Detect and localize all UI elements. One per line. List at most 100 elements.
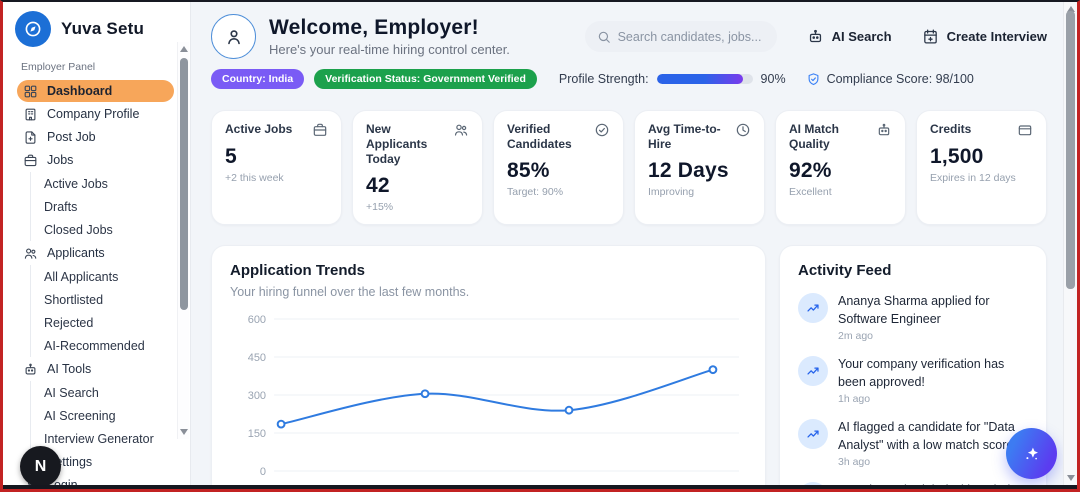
stat-sublabel: Expires in 12 days (930, 172, 1016, 184)
sidebar-item-label: Dashboard (47, 84, 113, 98)
sidebar-scrollbar-thumb[interactable] (180, 58, 188, 310)
sidebar-item-label: AI Tools (47, 362, 92, 376)
sidebar-item-label: Login (47, 478, 78, 489)
create-interview-label: Create Interview (946, 29, 1047, 44)
stat-sublabel: +2 this week (225, 172, 284, 184)
sidebar-subitem-ai-search[interactable]: AI Search (31, 381, 174, 404)
stat-value: 42 (366, 174, 390, 197)
main-scrollbar[interactable] (1063, 2, 1077, 485)
sidebar-section-label: Employer Panel (21, 61, 96, 73)
sidebar-item-post-job[interactable]: Post Job (17, 126, 174, 148)
page-header: Welcome, Employer! Here's your real-time… (211, 14, 1047, 59)
activity-text: Your company verification has been appro… (838, 357, 1005, 389)
sidebar-item-jobs[interactable]: Jobs (17, 149, 174, 171)
stat-value: 1,500 (930, 145, 984, 168)
activity-feed-card: Activity Feed Ananya Sharma applied for … (779, 245, 1047, 489)
svg-text:0: 0 (260, 466, 266, 478)
activity-timestamp: 1h ago (838, 393, 871, 405)
stat-sublabel: Excellent (789, 186, 832, 198)
sidebar-item-label: Company Profile (47, 107, 140, 121)
activity-feed-item: AI flagged a candidate for "Data Analyst… (798, 419, 1028, 468)
bottom-frame-bar (3, 485, 1077, 489)
stat-label: Avg Time-to-Hire (648, 122, 721, 151)
create-interview-button[interactable]: Create Interview (922, 28, 1047, 45)
scroll-up-icon[interactable] (180, 46, 188, 52)
robot-icon (876, 122, 892, 138)
country-badge: Country: India (211, 69, 305, 89)
sidebar-item-label: Jobs (47, 153, 74, 167)
people-icon (23, 246, 38, 261)
scroll-down-icon[interactable] (1067, 475, 1075, 481)
file-plus-icon (23, 130, 38, 145)
stat-value: 5 (225, 145, 237, 168)
sidebar-subitem-shortlisted[interactable]: Shortlisted (31, 288, 174, 311)
employer-avatar (211, 14, 256, 59)
stat-card-active-jobs: Active Jobs 5 +2 this week (211, 110, 342, 225)
svg-text:150: 150 (248, 428, 266, 440)
trending-up-icon (798, 293, 828, 323)
ai-search-button[interactable]: AI Search (807, 28, 892, 45)
search-icon (597, 30, 611, 44)
svg-text:450: 450 (248, 352, 266, 364)
compliance-score: Compliance Score: 98/100 (826, 72, 974, 86)
trending-up-icon (798, 419, 828, 449)
briefcase-icon (23, 153, 38, 168)
chart-title: Application Trends (230, 262, 366, 279)
stat-label: Verified Candidates (507, 122, 572, 151)
sidebar-item-company-profile[interactable]: Company Profile (17, 103, 174, 125)
sidebar-subitem-closed-jobs[interactable]: Closed Jobs (31, 218, 174, 241)
scroll-down-icon[interactable] (180, 429, 188, 435)
stat-card-avg-time-to-hire: Avg Time-to-Hire 12 Days Improving (634, 110, 765, 225)
scroll-up-icon[interactable] (1067, 6, 1075, 12)
search-box[interactable] (584, 21, 777, 52)
sidebar-subitem-all-applicants[interactable]: All Applicants (31, 265, 174, 288)
calendar-plus-icon (922, 28, 939, 45)
sidebar-subgroup-applicants: All Applicants Shortlisted Rejected AI-Reco… (30, 265, 174, 357)
sidebar-item-label: Post Job (47, 130, 96, 144)
activity-text: AI flagged a candidate for "Data Analyst… (838, 420, 1017, 452)
app-logo-compass-icon (15, 11, 51, 47)
stat-card-credits: Credits 1,500 Expires in 12 days (916, 110, 1047, 225)
app-title: Yuva Setu (61, 19, 145, 38)
search-input[interactable] (617, 29, 765, 44)
stat-sublabel: +15% (366, 201, 394, 213)
n-overlay-badge[interactable]: N (20, 446, 61, 487)
sidebar-subitem-ai-screening[interactable]: AI Screening (31, 404, 174, 427)
clock-icon (735, 122, 751, 138)
activity-feed-title: Activity Feed (798, 262, 892, 279)
stat-label: Active Jobs (225, 122, 293, 136)
sidebar-item-applicants[interactable]: Applicants (17, 242, 174, 264)
stat-value: 12 Days (648, 159, 729, 182)
stat-label: Credits (930, 122, 972, 136)
sidebar-item-dashboard[interactable]: Dashboard (17, 80, 174, 102)
main-scrollbar-thumb[interactable] (1066, 11, 1075, 289)
robot-icon (807, 28, 824, 45)
check-circle-icon (594, 122, 610, 138)
stat-label: New Applicants Today (366, 122, 428, 166)
application-trends-chart: 0 150 300 450 600 (248, 314, 739, 478)
svg-text:300: 300 (248, 390, 266, 402)
sidebar-subgroup-jobs: Active Jobs Drafts Closed Jobs (30, 172, 174, 241)
stat-card-new-applicants-today: New Applicants Today 42 +15% (352, 110, 483, 225)
activity-timestamp: 2m ago (838, 330, 874, 342)
sidebar-subitem-drafts[interactable]: Drafts (31, 195, 174, 218)
ai-assistant-fab[interactable] (1006, 428, 1057, 479)
sidebar-subitem-interview-generator[interactable]: Interview Generator (31, 427, 174, 450)
profile-strength-bar (656, 74, 753, 84)
sidebar-subitem-rejected[interactable]: Rejected (31, 311, 174, 334)
sidebar-subgroup-ai-tools: AI Search AI Screening Interview Generator (30, 381, 174, 450)
stat-card-verified-candidates: Verified Candidates 85% Target: 90% (493, 110, 624, 225)
sidebar-subitem-active-jobs[interactable]: Active Jobs (31, 172, 174, 195)
activity-text: Ananya Sharma applied for Software Engin… (838, 294, 990, 326)
profile-strength-value: 90% (760, 72, 786, 86)
sidebar-item-ai-tools[interactable]: AI Tools (17, 358, 174, 380)
credit-card-icon (1017, 122, 1033, 138)
sidebar-subitem-ai-recommended[interactable]: AI-Recommended (31, 334, 174, 357)
activity-feed-item: Your company verification has been appro… (798, 356, 1028, 405)
trending-up-icon (798, 356, 828, 386)
page-subtitle: Here's your real-time hiring control cen… (269, 42, 510, 57)
building-icon (23, 107, 38, 122)
sidebar-scrollbar[interactable] (177, 42, 189, 439)
activity-feed-item: Ananya Sharma applied for Software Engin… (798, 293, 1028, 342)
main-content: Welcome, Employer! Here's your real-time… (191, 2, 1077, 489)
